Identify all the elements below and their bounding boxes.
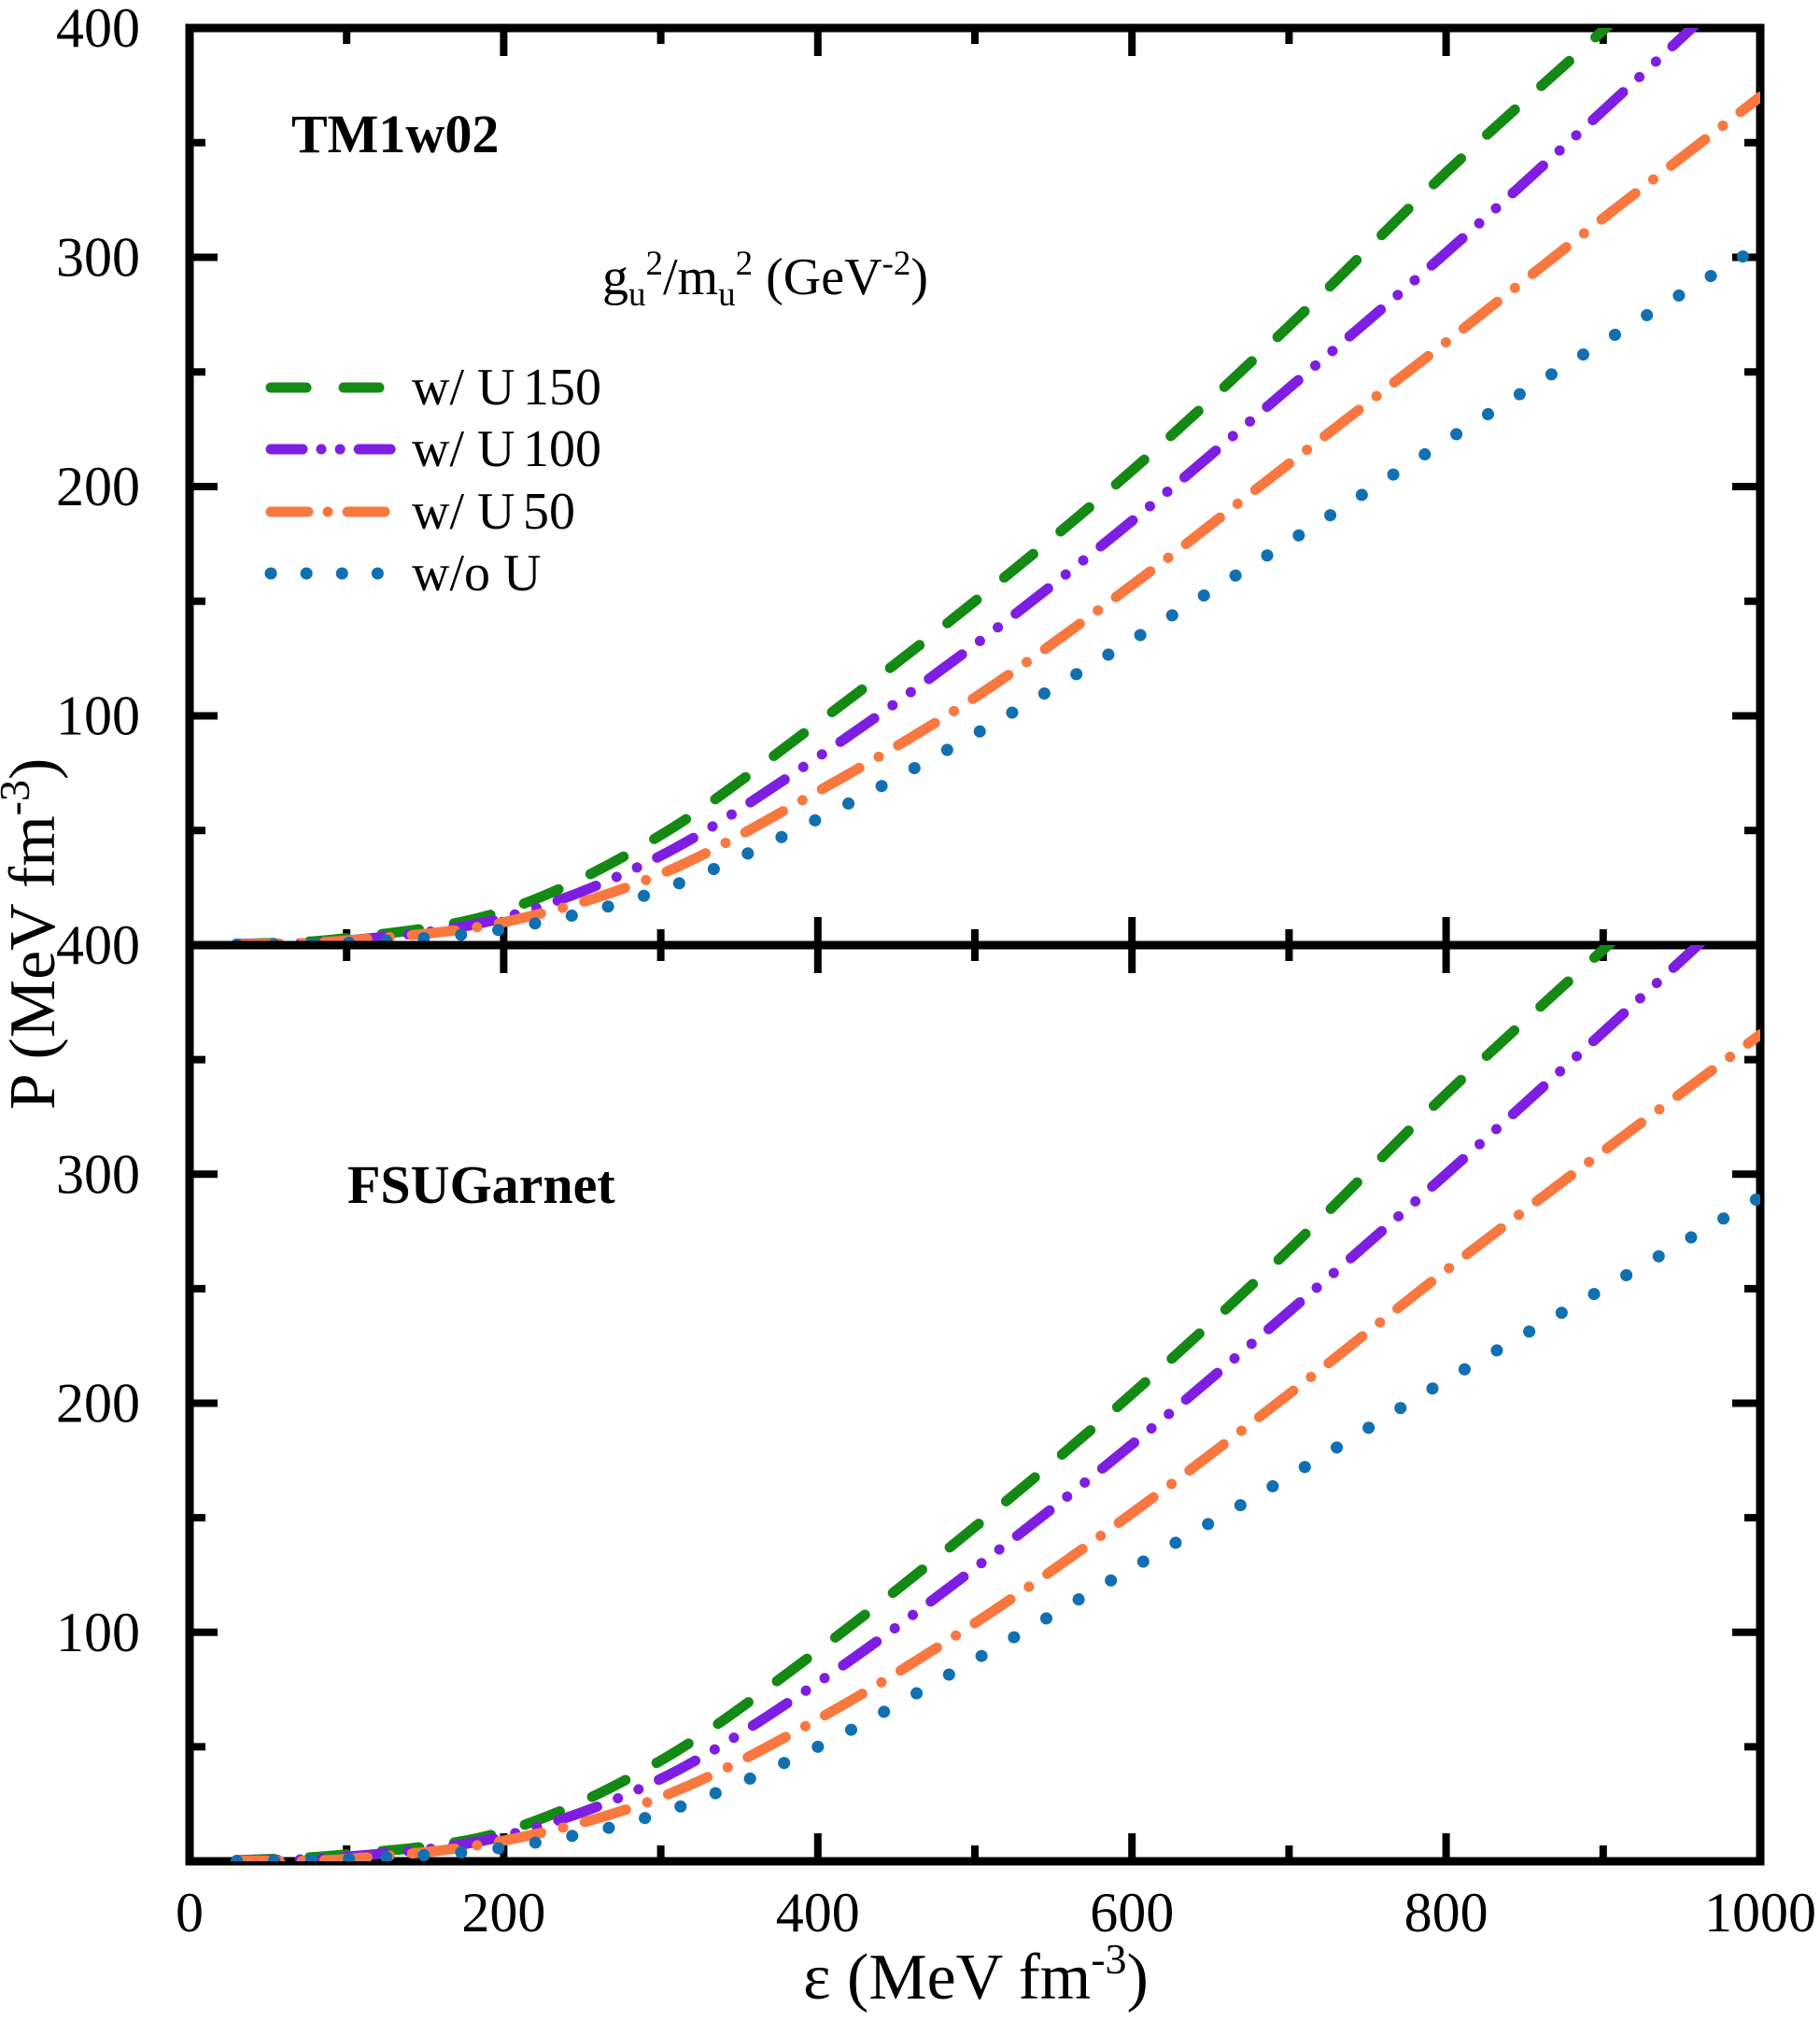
y-tick-label: 200	[56, 456, 140, 517]
legend-title: gu2/mu2 (GeV-2)	[602, 245, 928, 314]
legend-entry-label: w/o U	[412, 544, 541, 602]
y-tick-label: 100	[56, 685, 140, 747]
bottom-panel-title: FSUGarnet	[347, 1154, 615, 1215]
curve-w-u-150-top	[231, 28, 1614, 945]
y-tick-label: 200	[56, 1373, 140, 1434]
top-panel: 100 200 300 400	[56, 0, 1765, 950]
legend-entry-label: w/ U	[412, 483, 515, 541]
bottom-panel-frame	[185, 940, 1765, 1866]
y-tick-label: 300	[56, 227, 140, 289]
top-curves	[230, 28, 1760, 945]
legend-entry-label: w/ U	[412, 359, 515, 417]
curve-w-o-u-bottom	[230, 1191, 1760, 1861]
y-tick-label: 400	[56, 0, 140, 59]
x-tick-label: 400	[776, 1882, 860, 1943]
legend-entry-value: 100	[523, 420, 601, 478]
x-tick-label: 0	[176, 1882, 204, 1943]
curve-w-u-100-bottom	[231, 945, 1706, 1861]
curve-w-o-u-top	[230, 239, 1760, 945]
x-tick-label: 200	[461, 1882, 545, 1943]
x-tick-label: 1000	[1704, 1882, 1816, 1943]
y-axis-label: P (MeV fm-3)	[0, 758, 69, 1110]
legend-entry-value: 50	[523, 483, 575, 541]
bottom-panel: 100 200 300 400 0 200 400 600 800 1000	[56, 914, 1816, 1943]
legend-entry-label: w/ U	[412, 420, 515, 478]
y-tick-label: 300	[56, 1143, 140, 1205]
curve-w-u-150-bottom	[231, 945, 1616, 1861]
y-tick-label: 100	[56, 1602, 140, 1663]
x-tick-label: 600	[1090, 1882, 1174, 1943]
legend-entry-value: 150	[523, 359, 601, 417]
bottom-curves	[230, 945, 1760, 1861]
curve-w-u-50-top	[231, 92, 1760, 945]
x-tick-label: 800	[1404, 1882, 1488, 1943]
x-axis-label: ε (MeV fm-3)	[803, 1935, 1149, 2014]
curve-w-u-50-bottom	[231, 1029, 1760, 1861]
top-panel-title: TM1w02	[291, 104, 499, 164]
curve-w-u-100-top	[231, 28, 1700, 945]
y-tick-label: 400	[56, 914, 140, 976]
